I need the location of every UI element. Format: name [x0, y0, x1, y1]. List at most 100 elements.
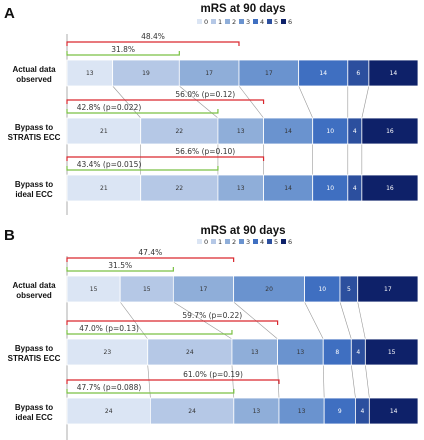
- segment-value-label: 13: [237, 128, 245, 135]
- legend-swatch: [211, 239, 216, 244]
- bar-segment: [217, 117, 264, 145]
- legend-label: 1: [218, 18, 222, 26]
- legend-label: 1: [218, 238, 222, 246]
- bracket-green: [66, 166, 219, 171]
- bar-segment: [323, 397, 356, 425]
- panel-letter: B: [4, 227, 15, 244]
- bar-segment: [368, 397, 419, 425]
- segment-value-label: 10: [326, 128, 334, 135]
- segment-value-label: 9: [338, 408, 342, 415]
- bracket-label: 47.0% (p=0.13): [79, 324, 139, 333]
- bracket-red: [66, 257, 235, 262]
- row-label-line: ideal ECC: [15, 413, 53, 422]
- segment-value-label: 24: [186, 349, 194, 356]
- segment-value-label: 13: [253, 408, 261, 415]
- segment-value-label: 5: [347, 286, 351, 293]
- bar-segment: [66, 275, 121, 303]
- connector-line: [351, 364, 356, 399]
- row-label: Bypass to ideal ECC: [15, 403, 53, 422]
- segment-value-label: 17: [200, 286, 208, 293]
- segment-value-label: 17: [384, 286, 392, 293]
- legend-swatch: [197, 239, 202, 244]
- bar-segment: [147, 338, 233, 366]
- row-label-line: observed: [16, 291, 52, 300]
- segment-value-label: 22: [175, 128, 183, 135]
- bar-segment: [178, 59, 240, 87]
- bar-segment: [119, 275, 174, 303]
- segment-value-label: 10: [318, 286, 326, 293]
- row-label: Bypass to STRATIS ECC: [8, 123, 61, 142]
- segment-value-label: 13: [251, 349, 259, 356]
- row-label: Bypass to ideal ECC: [15, 180, 53, 199]
- bracket-green: [66, 330, 233, 335]
- legend-swatch: [281, 19, 286, 24]
- row-label-line: STRATIS ECC: [8, 133, 61, 142]
- bracket-label: 59.7% (p=0.22): [182, 311, 242, 320]
- bar-segment: [150, 397, 235, 425]
- bar-segment: [66, 338, 149, 366]
- row-label-line: Bypass to: [15, 403, 53, 412]
- row-label-line: Bypass to: [15, 180, 53, 189]
- segment-value-label: 19: [142, 70, 150, 77]
- bracket-label: 61.0% (p=0.19): [183, 370, 243, 379]
- bar-segment: [361, 174, 419, 202]
- segment-value-label: 14: [390, 70, 398, 77]
- legend-label: 2: [232, 18, 236, 26]
- bar-segment: [322, 338, 352, 366]
- segment-value-label: 14: [319, 70, 327, 77]
- bracket-green: [66, 389, 235, 394]
- segment-value-label: 8: [335, 349, 339, 356]
- segment-value-label: 13: [298, 408, 306, 415]
- segment-value-label: 17: [265, 70, 273, 77]
- connector-line: [304, 301, 324, 340]
- row-label-line: Actual data: [12, 65, 56, 74]
- legend-swatch: [225, 239, 230, 244]
- legend-swatch: [253, 19, 258, 24]
- bracket-label: 47.4%: [138, 248, 162, 257]
- segment-value-label: 4: [360, 408, 364, 415]
- bar-segment: [140, 174, 219, 202]
- bar-segment: [278, 397, 325, 425]
- connector-line: [339, 301, 352, 340]
- bracket-label: 31.8%: [111, 45, 135, 54]
- bracket-red: [66, 99, 265, 104]
- legend-swatch: [197, 19, 202, 24]
- segment-value-label: 15: [90, 286, 98, 293]
- bracket-label: 43.4% (p=0.015): [77, 160, 142, 169]
- row-label: Actual data observed: [12, 65, 56, 84]
- bar-segment: [233, 397, 280, 425]
- legend-label: 2: [232, 238, 236, 246]
- legend-label: 3: [246, 238, 250, 246]
- row-label: Actual data observed: [12, 281, 56, 300]
- legend-label: 0: [204, 238, 208, 246]
- bar-segment: [304, 275, 341, 303]
- bracket-green: [66, 109, 219, 114]
- panel-letter: A: [4, 5, 15, 22]
- segment-value-label: 13: [86, 70, 94, 77]
- segment-value-label: 24: [188, 408, 196, 415]
- legend-swatch: [239, 239, 244, 244]
- segment-value-label: 4: [353, 185, 357, 192]
- legend-swatch: [267, 239, 272, 244]
- bar-segment: [112, 59, 180, 87]
- connector-line: [298, 85, 313, 119]
- bar-segment: [172, 275, 235, 303]
- bar-segment: [263, 117, 314, 145]
- legend-label: 4: [260, 18, 264, 26]
- legend-label: 6: [288, 18, 292, 26]
- bar-segment: [231, 338, 279, 366]
- bracket-label: 56.6% (p=0.10): [175, 147, 235, 156]
- segment-value-label: 16: [386, 185, 394, 192]
- chart-title: mRS at 90 days: [200, 225, 285, 237]
- segment-value-label: 14: [390, 408, 398, 415]
- bar-segment: [361, 117, 419, 145]
- segment-value-label: 15: [388, 349, 396, 356]
- bracket-red: [66, 41, 240, 46]
- legend-label: 5: [274, 238, 278, 246]
- segment-value-label: 4: [356, 349, 360, 356]
- connector-line: [357, 301, 366, 340]
- row-label: Bypass to STRATIS ECC: [8, 344, 61, 363]
- bracket-green: [66, 51, 180, 56]
- bar-segment: [368, 59, 419, 87]
